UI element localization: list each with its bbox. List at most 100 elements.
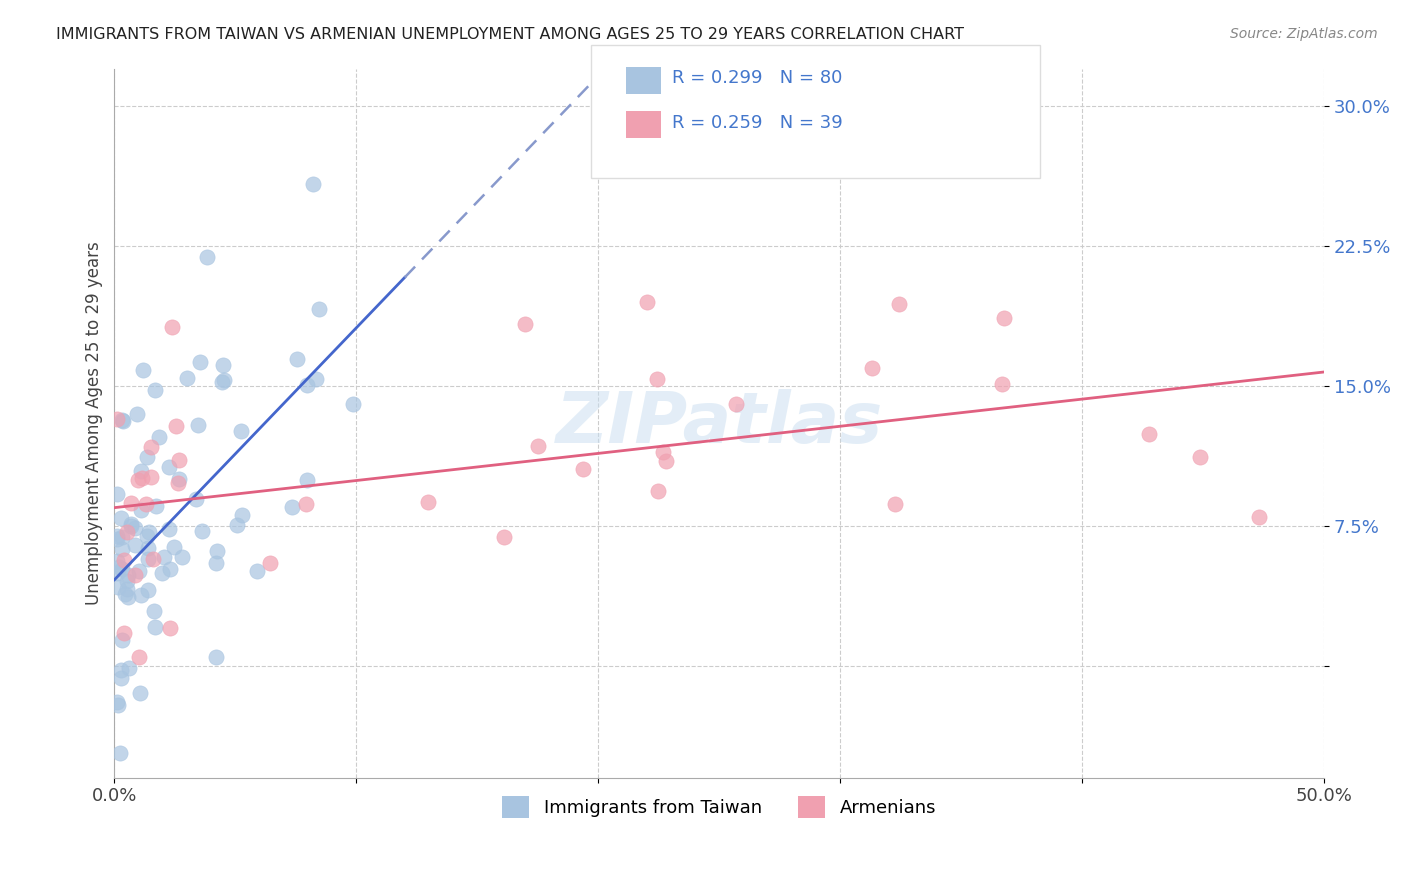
- Point: [860, 360, 883, 375]
- Point: [111, 562, 134, 576]
- Point: [993, 310, 1015, 325]
- Point: [142, 551, 165, 566]
- Point: [302, 177, 325, 191]
- Point: [142, 604, 165, 618]
- Point: [111, 530, 134, 544]
- Text: R = 0.299   N = 80: R = 0.299 N = 80: [672, 70, 842, 87]
- Point: [211, 375, 233, 389]
- Point: [124, 521, 146, 535]
- Point: [105, 533, 128, 547]
- Point: [105, 566, 128, 581]
- Point: [990, 377, 1012, 392]
- Point: [636, 294, 658, 309]
- Point: [114, 587, 136, 601]
- Point: [105, 529, 128, 543]
- Point: [129, 588, 152, 602]
- Point: [295, 378, 318, 392]
- Point: [110, 671, 132, 685]
- Point: [117, 590, 139, 604]
- Point: [143, 620, 166, 634]
- Point: [128, 686, 150, 700]
- Point: [225, 517, 247, 532]
- Point: [884, 497, 907, 511]
- Text: ZIPatlas: ZIPatlas: [555, 389, 883, 458]
- Point: [163, 541, 186, 555]
- Point: [231, 508, 253, 522]
- Text: R = 0.259   N = 39: R = 0.259 N = 39: [672, 114, 842, 132]
- Point: [105, 487, 128, 501]
- Point: [205, 556, 228, 570]
- Point: [889, 296, 911, 310]
- Point: [157, 522, 180, 536]
- Point: [138, 583, 160, 598]
- Point: [117, 797, 139, 812]
- Point: [647, 484, 669, 499]
- Point: [176, 371, 198, 385]
- Point: [107, 698, 129, 713]
- Point: [195, 250, 218, 264]
- Point: [724, 397, 747, 411]
- Point: [111, 633, 134, 648]
- Point: [110, 511, 132, 525]
- Point: [184, 492, 207, 507]
- Point: [131, 470, 153, 484]
- Point: [167, 472, 190, 486]
- Text: Source: ZipAtlas.com: Source: ZipAtlas.com: [1230, 27, 1378, 41]
- Text: IMMIGRANTS FROM TAIWAN VS ARMENIAN UNEMPLOYMENT AMONG AGES 25 TO 29 YEARS CORREL: IMMIGRANTS FROM TAIWAN VS ARMENIAN UNEMP…: [56, 27, 965, 42]
- Point: [120, 518, 142, 533]
- Point: [295, 473, 318, 487]
- Point: [115, 582, 138, 596]
- Point: [139, 441, 162, 455]
- Point: [188, 355, 211, 369]
- Point: [125, 407, 148, 421]
- Point: [108, 560, 131, 574]
- Point: [120, 516, 142, 531]
- Point: [139, 470, 162, 484]
- Point: [572, 462, 595, 476]
- Point: [160, 320, 183, 334]
- Point: [655, 454, 678, 468]
- Point: [285, 351, 308, 366]
- Point: [131, 464, 153, 478]
- Point: [1189, 450, 1212, 465]
- Point: [159, 562, 181, 576]
- Point: [111, 542, 134, 557]
- Point: [170, 549, 193, 564]
- Legend: Immigrants from Taiwan, Armenians: Immigrants from Taiwan, Armenians: [495, 789, 943, 825]
- Point: [159, 620, 181, 634]
- Point: [136, 450, 159, 464]
- Point: [138, 524, 160, 539]
- Point: [110, 663, 132, 677]
- Point: [118, 661, 141, 675]
- Point: [308, 302, 330, 317]
- Point: [128, 564, 150, 578]
- Point: [212, 358, 235, 372]
- Point: [259, 556, 281, 570]
- Point: [117, 567, 139, 582]
- Point: [166, 475, 188, 490]
- Y-axis label: Unemployment Among Ages 25 to 29 years: Unemployment Among Ages 25 to 29 years: [86, 241, 103, 605]
- Point: [111, 412, 134, 426]
- Point: [128, 473, 150, 487]
- Point: [105, 412, 128, 426]
- Point: [112, 414, 135, 428]
- Point: [136, 541, 159, 556]
- Point: [135, 497, 157, 511]
- Point: [115, 524, 138, 539]
- Point: [416, 495, 439, 509]
- Point: [190, 524, 212, 538]
- Point: [129, 503, 152, 517]
- Point: [148, 430, 170, 444]
- Point: [281, 500, 304, 514]
- Point: [105, 554, 128, 568]
- Point: [120, 496, 142, 510]
- Point: [124, 568, 146, 582]
- Point: [305, 372, 328, 386]
- Point: [167, 452, 190, 467]
- Point: [294, 497, 316, 511]
- Point: [143, 384, 166, 398]
- Point: [157, 459, 180, 474]
- Point: [150, 566, 173, 580]
- Point: [526, 439, 548, 453]
- Point: [112, 553, 135, 567]
